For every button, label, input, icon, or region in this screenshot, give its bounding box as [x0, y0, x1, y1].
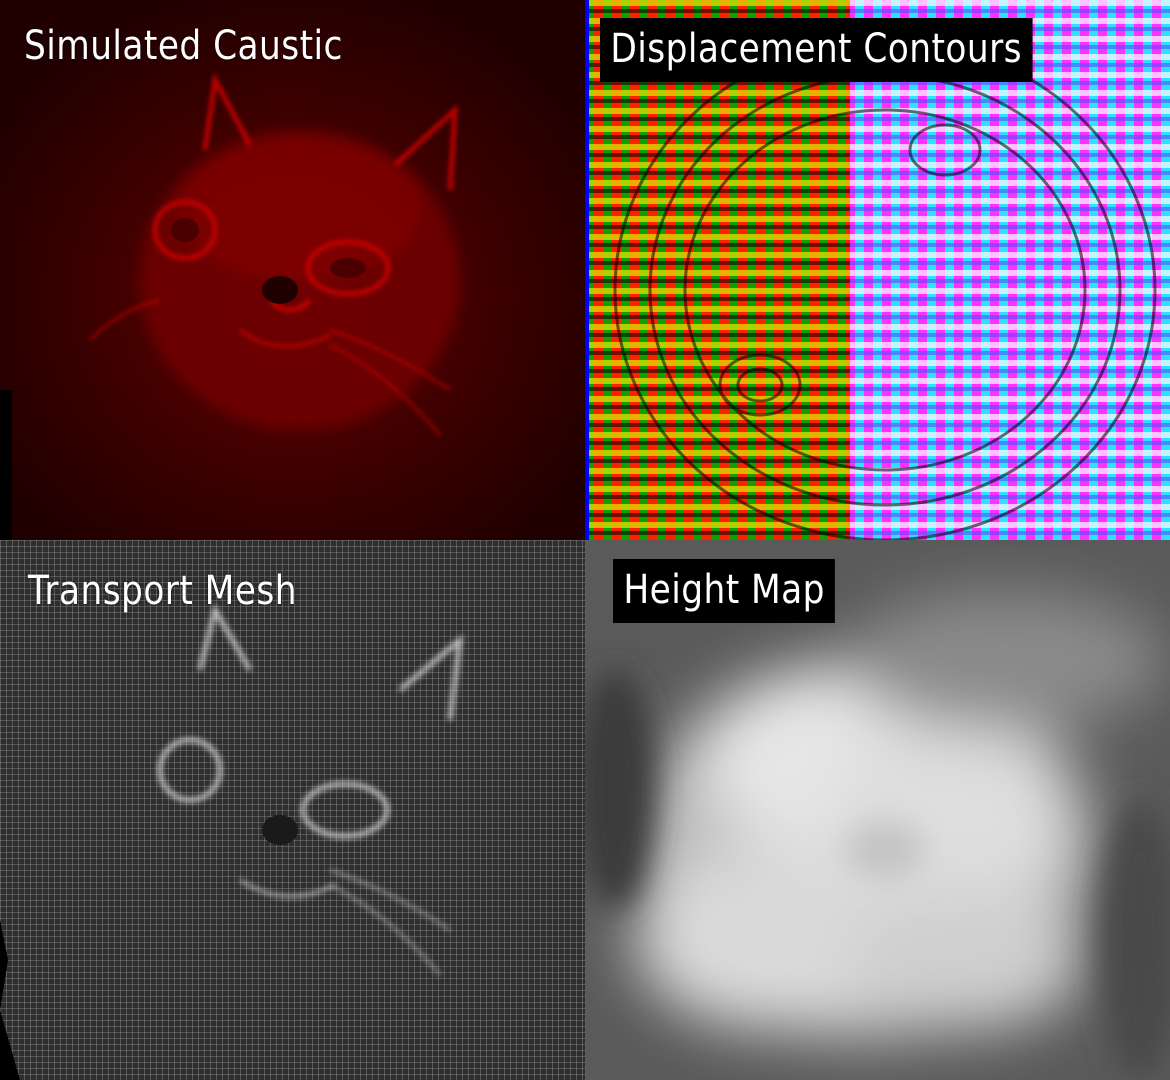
simulated-caustic-title: Simulated Caustic: [24, 23, 343, 69]
transport-mesh-panel: Transport Mesh: [0, 540, 585, 1080]
simulated-caustic-panel: Simulated Caustic: [0, 0, 585, 540]
transport-mesh-title: Transport Mesh: [28, 568, 297, 614]
displacement-contours-title: Displacement Contours: [600, 18, 1033, 82]
caustic-image: [0, 0, 585, 540]
height-map-panel: Height Map: [585, 540, 1170, 1080]
displacement-contours-panel: Displacement Contours: [585, 0, 1170, 540]
mesh-image: [0, 540, 585, 1080]
height-map-title: Height Map: [613, 559, 836, 623]
contours-image: [585, 0, 1170, 540]
height-map-image: [585, 540, 1170, 1080]
